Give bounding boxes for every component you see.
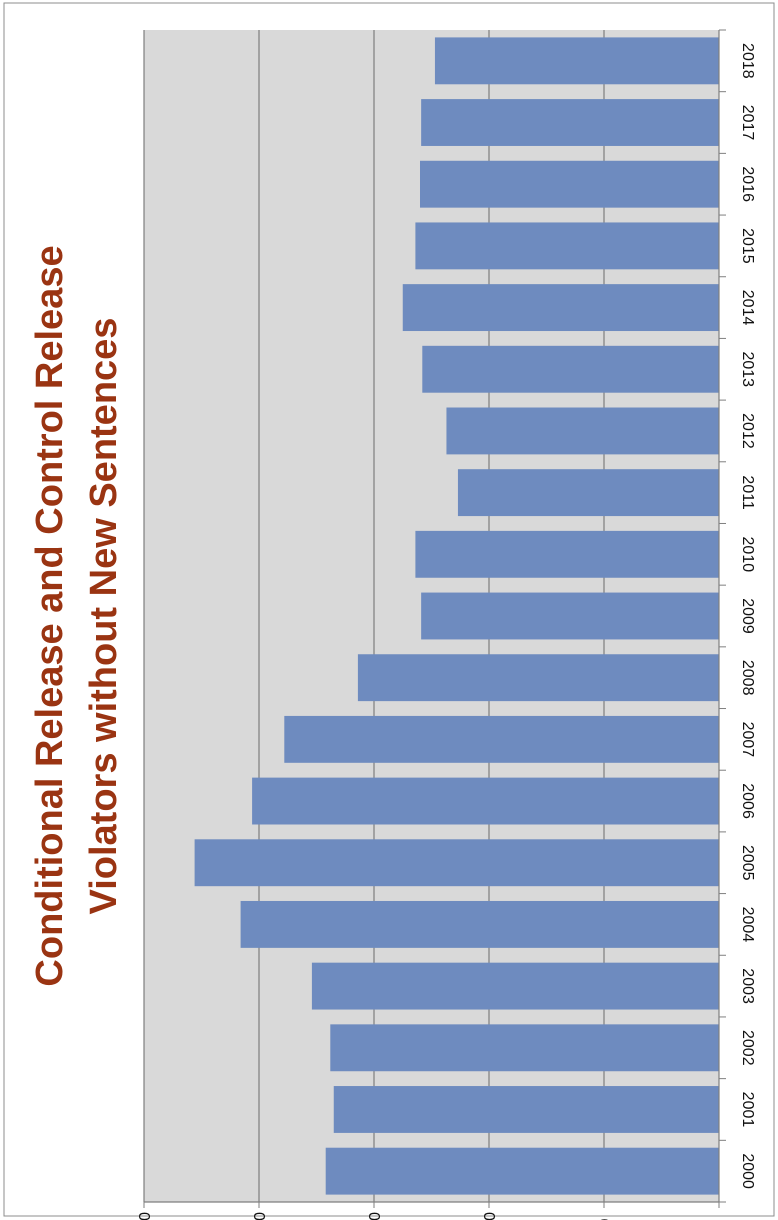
bar-2015 — [415, 222, 719, 270]
bar-2011 — [457, 469, 719, 517]
category-label: 2001 — [739, 1092, 756, 1128]
category-labels: 2000 2001 2002 2003 2004 2005 2006 2007 2008 2009… — [739, 43, 756, 1189]
bar-2002 — [330, 1024, 719, 1072]
category-label: 2006 — [739, 783, 756, 819]
category-label: 2017 — [739, 105, 756, 141]
value-tick-label: 2,000 — [252, 1212, 269, 1220]
category-label: 2010 — [739, 537, 756, 573]
category-label: 2000 — [739, 1153, 756, 1189]
bar-2007 — [284, 715, 719, 763]
bar-2010 — [415, 530, 719, 578]
chart-title-line-1: Conditional Release and Control Release — [29, 245, 71, 986]
category-label: 2007 — [739, 722, 756, 758]
bar-2004 — [240, 900, 719, 948]
category-label: 2008 — [739, 660, 756, 696]
bar-2006 — [252, 777, 719, 825]
bars — [194, 37, 720, 1195]
axes — [143, 29, 726, 1208]
value-tick-label: 2,500 — [137, 1212, 154, 1220]
value-tick-label: 1,500 — [367, 1212, 384, 1220]
bar-2003 — [311, 962, 719, 1010]
category-label: 2005 — [739, 845, 756, 881]
category-label: 2002 — [739, 1030, 756, 1066]
category-label: 2014 — [739, 290, 756, 326]
bar-2001 — [333, 1086, 719, 1133]
bar-2008 — [357, 654, 719, 702]
bar-2005 — [194, 839, 720, 887]
category-label: 2016 — [739, 166, 756, 202]
category-label: 2004 — [739, 907, 756, 943]
category-label: 2009 — [739, 598, 756, 634]
bar-2017 — [421, 99, 719, 146]
category-label: 2012 — [739, 413, 756, 449]
category-label: 2013 — [739, 351, 756, 387]
category-label: 2015 — [739, 228, 756, 264]
category-label: 2003 — [739, 968, 756, 1004]
bar-2009 — [421, 592, 719, 640]
bar-2018 — [434, 37, 719, 85]
chart-title-line-2: Violators without New Sentences — [83, 318, 125, 915]
bar-2012 — [446, 407, 719, 455]
value-tick-label: 1,000 — [482, 1212, 499, 1220]
bar-2014 — [402, 284, 719, 332]
bar-2016 — [420, 160, 719, 208]
bar-2000 — [325, 1147, 719, 1195]
category-label: 2018 — [739, 43, 756, 79]
value-tick-label: 500 — [597, 1219, 614, 1220]
category-label: 2011 — [739, 475, 756, 510]
bar-2013 — [422, 345, 719, 393]
